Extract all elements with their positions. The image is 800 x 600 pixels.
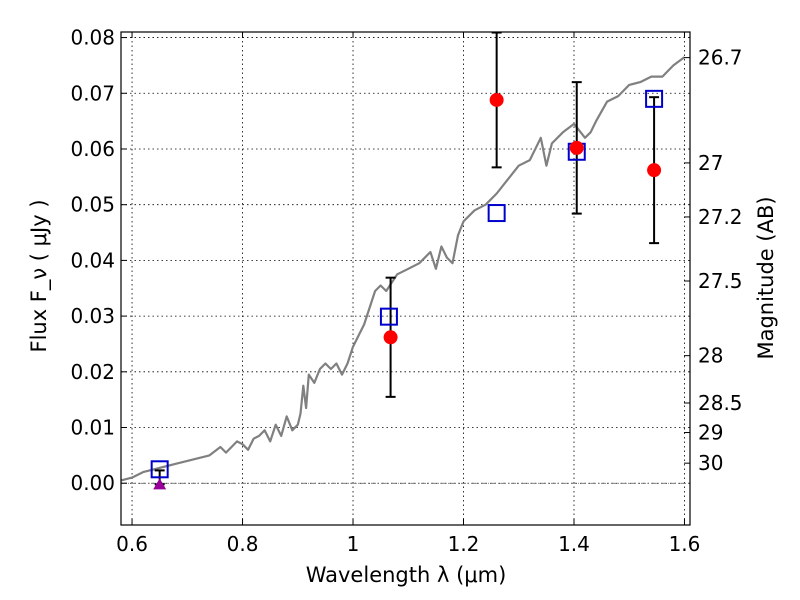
y-tick-label: 0.04: [70, 248, 115, 272]
right-tick-label: 29: [698, 421, 723, 445]
x-tick-label: 1.4: [558, 532, 590, 556]
plot-frame: [120, 31, 691, 526]
y-tick-label: 0.08: [70, 26, 115, 50]
model-photometry-square: [379, 307, 398, 326]
y-tick-label: 0.05: [70, 193, 115, 217]
model-sed-group: [120, 56, 686, 482]
right-tick-label: 27: [698, 151, 723, 175]
model-sed-line: [120, 56, 686, 482]
model-photometry-square: [645, 89, 664, 108]
x-axis-title: Wavelength λ (μm): [306, 563, 507, 587]
right-tick-label: 26.7: [698, 46, 743, 70]
y-axis-title: Flux F_ν ( μJy ): [27, 199, 52, 352]
x-tick-label: 0.8: [227, 532, 259, 556]
x-tick-label: 0.6: [116, 532, 148, 556]
observed-point: [489, 92, 504, 107]
right-tick-label: 27.5: [698, 269, 743, 293]
y-tick-label: 0.07: [70, 81, 115, 105]
markers: [150, 89, 664, 490]
x-ticks: 0.6 0.8 1 1.2 1.4 1.6: [116, 32, 700, 556]
y-ticks: 0.00 0.01 0.02 0.03 0.04 0.05 0.06 0.07 0.08: [70, 26, 127, 495]
model-photometry-square: [150, 460, 169, 479]
right-tick-label: 27.2: [698, 205, 743, 229]
y-tick-label: 0.06: [70, 137, 115, 161]
x-tick-label: 1.2: [448, 532, 480, 556]
y-tick-label: 0.01: [70, 416, 115, 440]
y-tick-label: 0.02: [70, 360, 115, 384]
x-tick-label: 1.6: [669, 532, 701, 556]
observed-point: [569, 140, 584, 155]
right-axis-title: Magnitude (AB): [754, 196, 778, 359]
model-photometry-square: [487, 204, 506, 223]
error-bars: [154, 31, 660, 486]
right-tick-label: 28.5: [698, 391, 743, 415]
observed-point: [383, 330, 398, 345]
observed-point: [647, 163, 662, 178]
right-ticks: 26.7 27 27.2 27.5 28 28.5 29 30: [684, 46, 743, 475]
x-tick-label: 1: [347, 532, 360, 556]
upper-limit-triangle: [153, 478, 167, 490]
right-tick-label: 30: [698, 451, 723, 475]
right-tick-label: 28: [698, 344, 723, 368]
y-tick-label: 0.03: [70, 304, 115, 328]
y-tick-label: 0.00: [70, 471, 115, 495]
